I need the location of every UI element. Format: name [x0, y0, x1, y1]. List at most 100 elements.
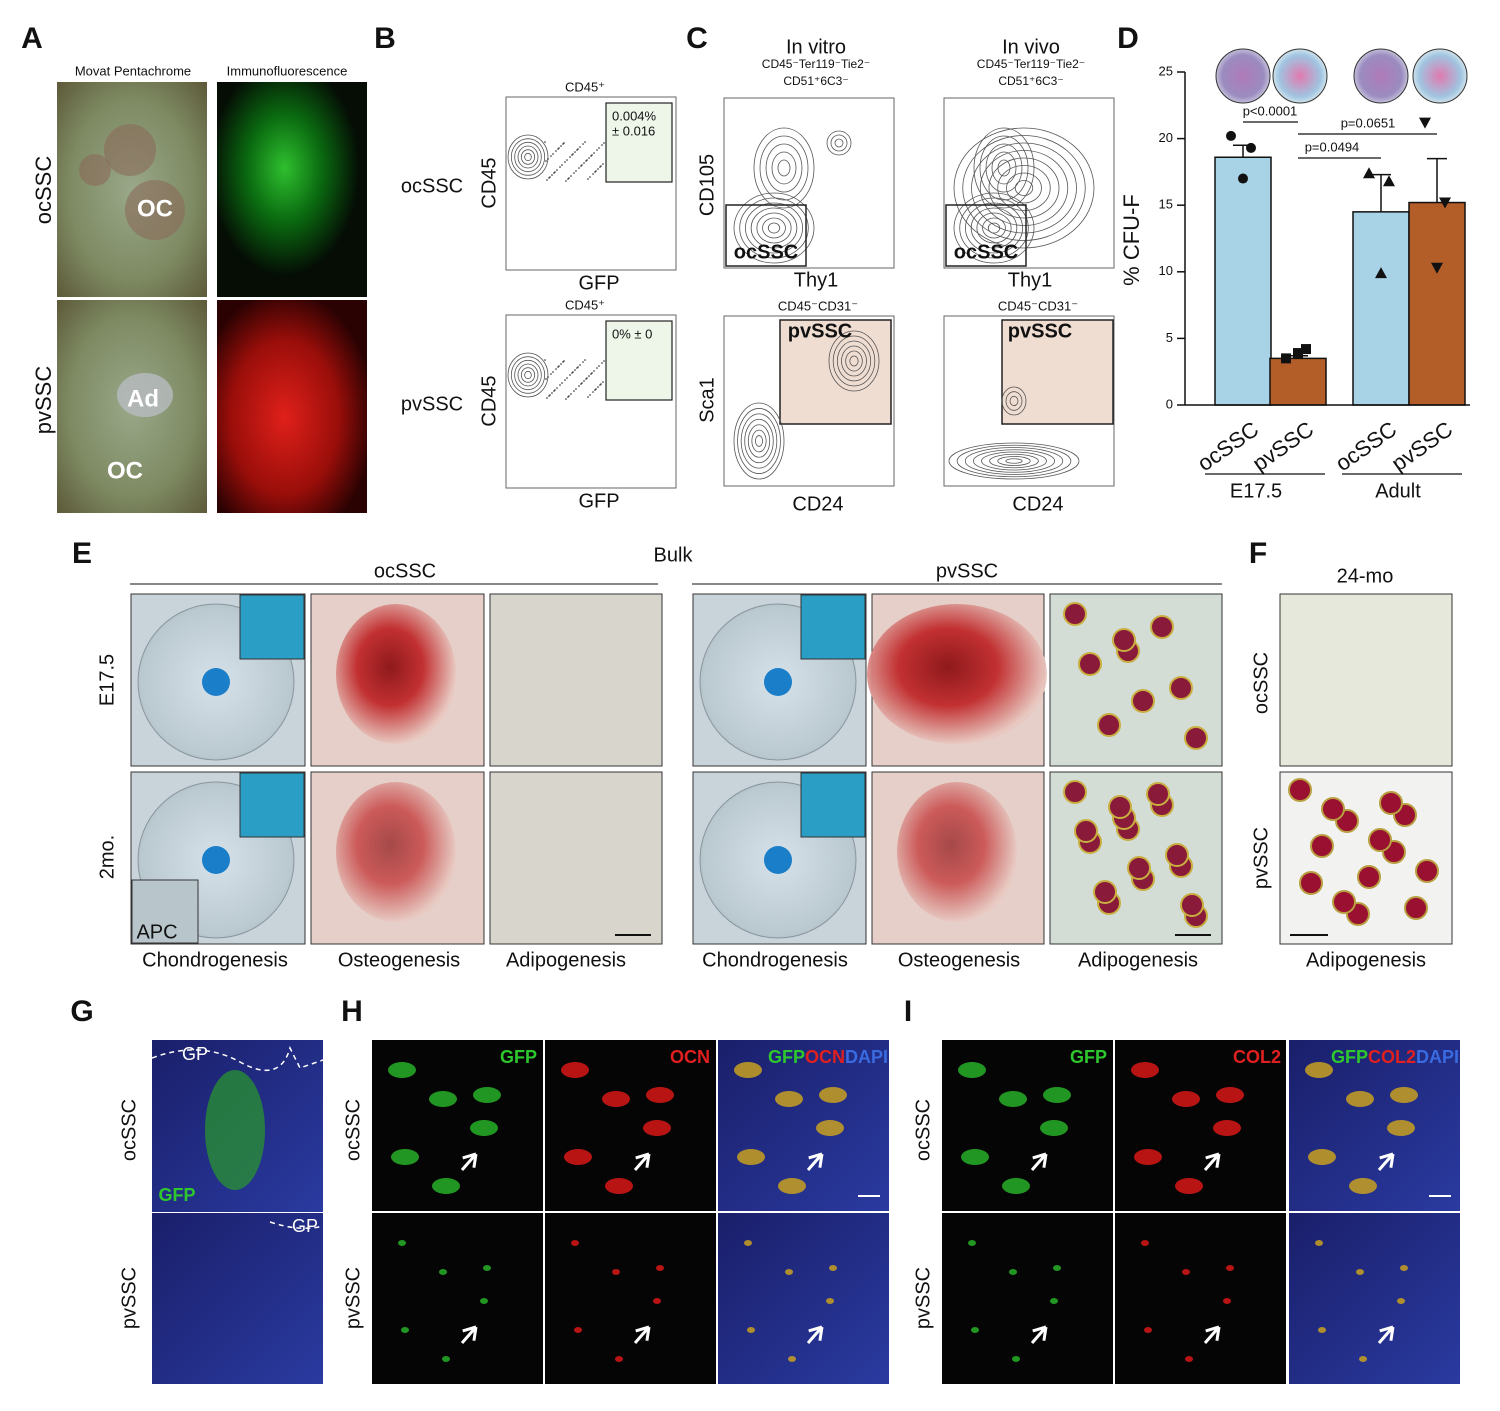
data-point [1419, 117, 1431, 129]
signal [1216, 1087, 1244, 1103]
pellet [764, 668, 792, 696]
event [595, 170, 597, 172]
contour [520, 367, 536, 383]
bar [1269, 357, 1327, 406]
row-label: ocSSC [342, 1099, 364, 1161]
panel-label: E [72, 537, 92, 570]
column-title: 24-mo [1337, 565, 1394, 587]
boundary [151, 1045, 324, 1071]
arrow [1377, 1152, 1395, 1171]
signal [480, 1298, 488, 1304]
event [587, 178, 589, 180]
axis-label: CD45 [478, 375, 500, 426]
event [597, 386, 599, 388]
colony-image [1272, 48, 1328, 104]
adipocyte [1165, 843, 1189, 867]
signal [391, 1149, 419, 1165]
contour [991, 151, 1017, 185]
event [549, 394, 551, 396]
event [549, 176, 551, 178]
event [565, 398, 567, 400]
gate-label: ocSSC [734, 241, 798, 263]
data-point [1226, 130, 1236, 141]
column-subtitle: CD45⁻Ter119⁻Tie2⁻ [762, 57, 870, 71]
signal [432, 1178, 460, 1194]
contour [507, 134, 549, 180]
axis-label: GFP [578, 490, 619, 512]
event [569, 156, 571, 158]
signal [470, 1120, 498, 1136]
data-point [1375, 267, 1387, 279]
column-title: Immunofluorescence [227, 63, 348, 78]
axis-label: CD105 [696, 154, 718, 216]
event [578, 167, 580, 169]
event [585, 378, 587, 380]
contour [830, 134, 848, 152]
event [582, 361, 584, 363]
bar [1352, 211, 1410, 406]
contour [982, 217, 1006, 239]
event [552, 371, 554, 373]
adipocyte [1127, 856, 1151, 880]
signal [999, 1091, 1027, 1107]
signal [971, 1327, 979, 1333]
boundary [269, 1221, 324, 1229]
contour [517, 145, 539, 169]
micrograph [1279, 593, 1453, 767]
signal [1226, 1265, 1234, 1271]
contour [988, 157, 1060, 219]
column-title: Movat Pentachrome [75, 63, 191, 78]
event [566, 377, 568, 379]
event [591, 154, 593, 156]
contour [845, 350, 863, 372]
bar [1214, 156, 1272, 406]
adipocyte [1169, 676, 1193, 700]
channel-name: OCN [805, 1047, 845, 1067]
event [572, 153, 574, 155]
event [580, 165, 582, 167]
event [572, 371, 574, 373]
contour [989, 453, 1039, 469]
arrow [1203, 1325, 1221, 1344]
contour [514, 141, 542, 173]
signal [1356, 1269, 1364, 1275]
event [570, 175, 572, 177]
event [552, 153, 554, 155]
row-label: pvSSC [31, 366, 56, 435]
signal [816, 1120, 844, 1136]
event [573, 172, 575, 174]
event [602, 163, 604, 165]
channel-name: GFP [1331, 1047, 1368, 1067]
signal [1359, 1356, 1367, 1362]
panel-label: I [904, 995, 912, 1028]
signal [1223, 1298, 1231, 1304]
channel-name: GFP [768, 1047, 805, 1067]
signal [1315, 1240, 1323, 1246]
contour [997, 456, 1031, 466]
y-tick-label: 25 [1159, 63, 1173, 78]
signal [643, 1120, 671, 1136]
signal [1387, 1120, 1415, 1136]
event [577, 148, 579, 150]
event [553, 172, 555, 174]
event [596, 367, 598, 369]
adipocyte [1078, 652, 1102, 676]
contour [771, 151, 797, 185]
adipocyte [1288, 778, 1312, 802]
signal [1349, 1178, 1377, 1194]
panel-label: F [1249, 537, 1267, 570]
micrograph [372, 1213, 543, 1384]
adipocyte [1097, 713, 1121, 737]
group-label: E17.5 [1230, 480, 1282, 502]
event [577, 366, 579, 368]
contour [1001, 386, 1027, 416]
colony-image [1353, 48, 1409, 104]
event [567, 178, 569, 180]
event [570, 393, 572, 395]
contour [762, 217, 786, 239]
signal [574, 1327, 582, 1333]
contour [767, 222, 781, 234]
stain [336, 782, 456, 922]
event [594, 171, 596, 173]
